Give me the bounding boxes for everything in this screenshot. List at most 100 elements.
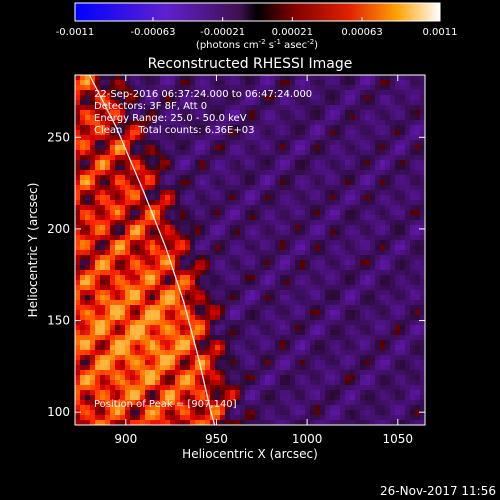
heatmap-cell [400, 230, 406, 236]
heatmap-cell [365, 115, 371, 121]
heatmap-cell [290, 145, 296, 151]
heatmap-cell [165, 205, 171, 211]
heatmap-cell [135, 275, 141, 281]
heatmap-cell [170, 80, 176, 86]
heatmap-cell [290, 205, 296, 211]
heatmap-cell [280, 190, 286, 196]
heatmap-cell [375, 85, 381, 91]
heatmap-cell [320, 320, 326, 326]
heatmap-cell [400, 360, 406, 366]
heatmap-cell [315, 240, 321, 246]
heatmap-cell [300, 370, 306, 376]
heatmap-cell [340, 115, 346, 121]
heatmap-cell [340, 85, 346, 91]
heatmap-cell [125, 95, 131, 101]
heatmap-cell [205, 220, 211, 226]
heatmap-cell [335, 285, 341, 291]
heatmap-cell [345, 135, 351, 141]
heatmap-cell [320, 200, 326, 206]
heatmap-cell [260, 375, 266, 381]
heatmap-cell [215, 410, 221, 416]
heatmap-cell [420, 145, 425, 151]
heatmap-cell [380, 290, 386, 296]
heatmap-cell [290, 195, 296, 201]
heatmap-cell [105, 100, 111, 106]
heatmap-cell [150, 90, 156, 96]
heatmap-cell [315, 130, 321, 136]
heatmap-cell [405, 130, 411, 136]
heatmap-cell [345, 190, 351, 196]
heatmap-cell [220, 155, 226, 161]
heatmap-cell [155, 105, 161, 111]
heatmap-cell [100, 350, 106, 356]
heatmap-cell [120, 255, 126, 261]
heatmap-cell [125, 80, 131, 86]
heatmap-cell [175, 370, 181, 376]
heatmap-cell [405, 265, 411, 271]
heatmap-cell [375, 295, 381, 301]
heatmap-cell [360, 325, 366, 331]
heatmap-cell [380, 415, 386, 421]
heatmap-cell [235, 180, 241, 186]
heatmap-cell [375, 75, 381, 81]
heatmap-cell [135, 250, 141, 256]
heatmap-cell [135, 355, 141, 361]
heatmap-cell [325, 400, 331, 406]
heatmap-cell [200, 140, 206, 146]
heatmap-cell [90, 160, 96, 166]
heatmap-cell [270, 140, 276, 146]
heatmap-cell [195, 295, 201, 301]
heatmap-cell [185, 120, 191, 126]
heatmap-cell [420, 190, 425, 196]
heatmap-cell [355, 170, 361, 176]
heatmap-cell [310, 155, 316, 161]
heatmap-cell [350, 410, 356, 416]
heatmap-cell [335, 220, 341, 226]
heatmap-cell [280, 170, 286, 176]
heatmap-cell [290, 305, 296, 311]
heatmap-cell [370, 395, 376, 401]
heatmap-cell [160, 335, 166, 341]
heatmap-cell [250, 265, 256, 271]
heatmap-cell [170, 170, 176, 176]
heatmap-cell [340, 180, 346, 186]
heatmap-cell [325, 155, 331, 161]
heatmap-cell [135, 240, 141, 246]
heatmap-cell [100, 220, 106, 226]
heatmap-cell [140, 200, 146, 206]
heatmap-cell [230, 240, 236, 246]
heatmap-cell [235, 355, 241, 361]
heatmap-cell [385, 135, 391, 141]
heatmap-cell [355, 310, 361, 316]
heatmap-cell [220, 370, 226, 376]
heatmap-cell [375, 310, 381, 316]
heatmap-cell [150, 240, 156, 246]
heatmap-cell [115, 350, 121, 356]
heatmap-cell [155, 220, 161, 226]
heatmap-cell [210, 360, 216, 366]
heatmap-cell [395, 370, 401, 376]
heatmap-cell [205, 360, 211, 366]
heatmap-cell [265, 200, 271, 206]
heatmap-cell [315, 395, 321, 401]
heatmap-cell [90, 415, 96, 421]
heatmap-cell [180, 325, 186, 331]
heatmap-cell [130, 370, 136, 376]
heatmap-cell [195, 370, 201, 376]
chart-title: Reconstructed RHESSI Image [148, 56, 353, 72]
heatmap-cell [110, 280, 116, 286]
heatmap-cell [280, 120, 286, 126]
heatmap-cell [175, 340, 181, 346]
heatmap-cell [215, 190, 221, 196]
heatmap-cell [375, 280, 381, 286]
heatmap-cell [260, 260, 266, 266]
heatmap-cell [95, 180, 101, 186]
heatmap-cell [405, 340, 411, 346]
heatmap-cell [380, 235, 386, 241]
heatmap-cell [390, 365, 396, 371]
heatmap-cell [390, 290, 396, 296]
heatmap-cell [330, 225, 336, 231]
heatmap-cell [305, 195, 311, 201]
heatmap-cell [305, 210, 311, 216]
heatmap-cell [235, 90, 241, 96]
